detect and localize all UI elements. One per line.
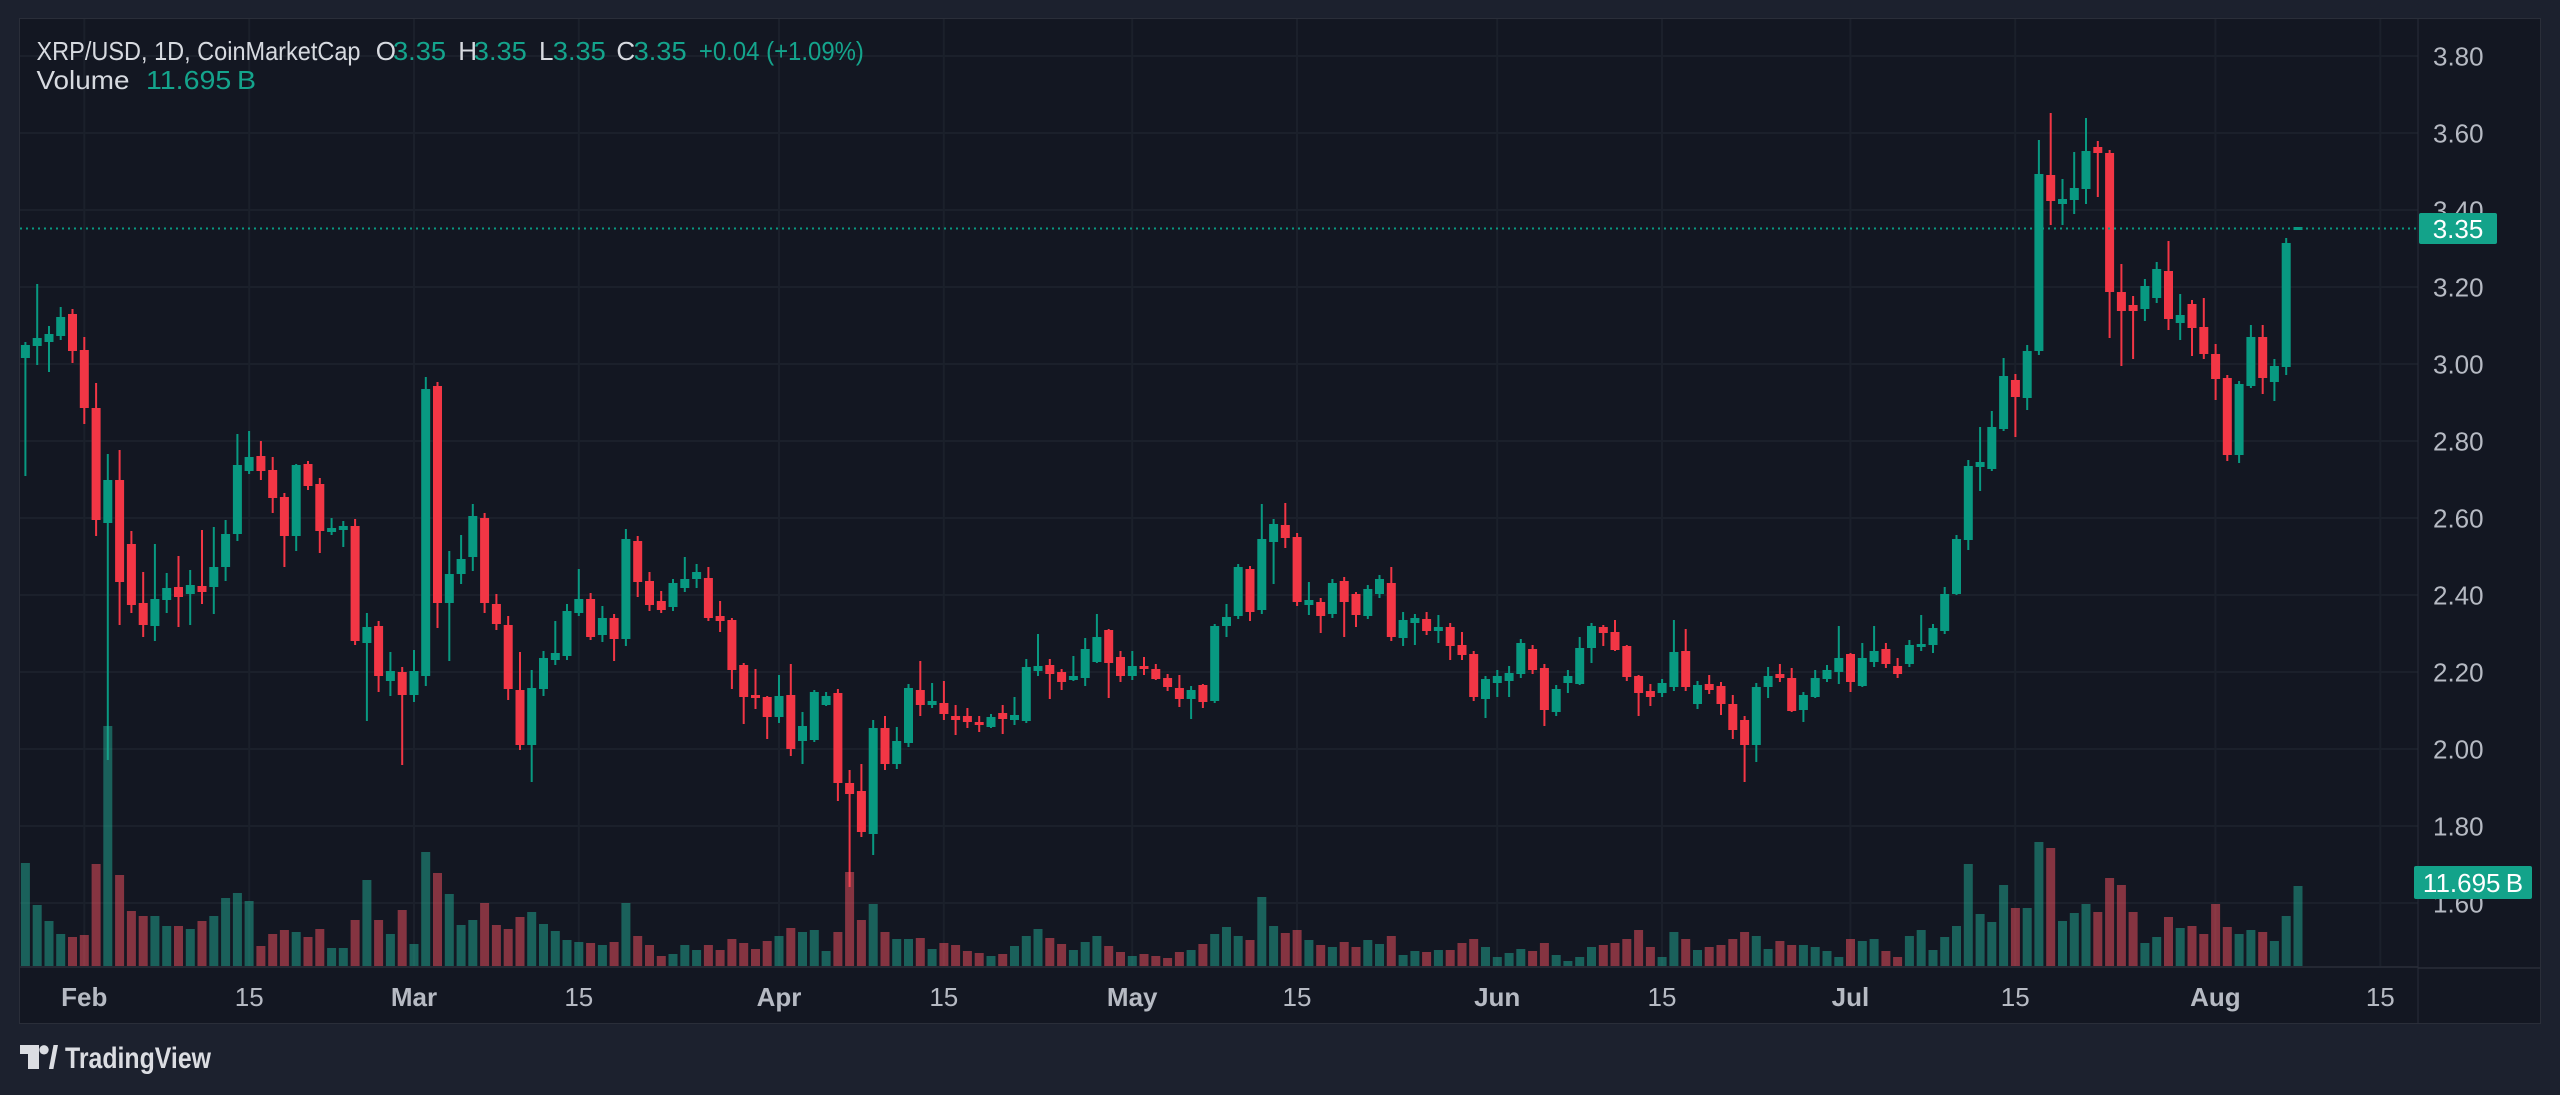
svg-text:3.35: 3.35 [474,36,527,66]
svg-text:May: May [1107,982,1158,1012]
svg-text:15: 15 [2001,982,2030,1012]
svg-text:XRP/USD, 1D, CoinMarketCap: XRP/USD, 1D, CoinMarketCap [37,36,361,66]
svg-text:+0.04 (+1.09%): +0.04 (+1.09%) [699,36,864,66]
svg-text:TradingView: TradingView [65,1042,212,1075]
svg-text:Aug: Aug [2190,982,2241,1012]
svg-text:2.80: 2.80 [2433,427,2484,457]
svg-text:15: 15 [564,982,593,1012]
svg-text:15: 15 [1283,982,1312,1012]
svg-text:11.695 B: 11.695 B [2423,868,2523,898]
svg-text:3.35: 3.35 [553,36,606,66]
svg-text:2.40: 2.40 [2433,581,2484,611]
svg-text:3.60: 3.60 [2433,119,2484,149]
svg-text:2.20: 2.20 [2433,658,2484,688]
svg-text:15: 15 [929,982,958,1012]
svg-text:Apr: Apr [757,982,802,1012]
svg-text:3.35: 3.35 [634,36,687,66]
svg-text:L: L [539,36,553,66]
svg-text:11.695 B: 11.695 B [146,65,256,95]
svg-text:Mar: Mar [391,982,437,1012]
svg-text:C: C [616,36,635,66]
svg-text:3.00: 3.00 [2433,350,2484,380]
svg-text:O: O [376,36,396,66]
svg-text:15: 15 [2366,982,2395,1012]
svg-text:15: 15 [1648,982,1677,1012]
svg-text:15: 15 [235,982,264,1012]
svg-text:2.00: 2.00 [2433,735,2484,765]
svg-text:Feb: Feb [61,982,107,1012]
svg-text:3.80: 3.80 [2433,42,2484,72]
svg-text:Jul: Jul [1832,982,1870,1012]
svg-text:2.60: 2.60 [2433,504,2484,534]
svg-text:3.35: 3.35 [2433,214,2484,244]
svg-text:Volume: Volume [37,65,130,95]
svg-text:3.35: 3.35 [393,36,446,66]
svg-text:Jun: Jun [1474,982,1520,1012]
svg-text:3.20: 3.20 [2433,273,2484,303]
svg-text:1.80: 1.80 [2433,812,2484,842]
svg-text:H: H [458,36,477,66]
